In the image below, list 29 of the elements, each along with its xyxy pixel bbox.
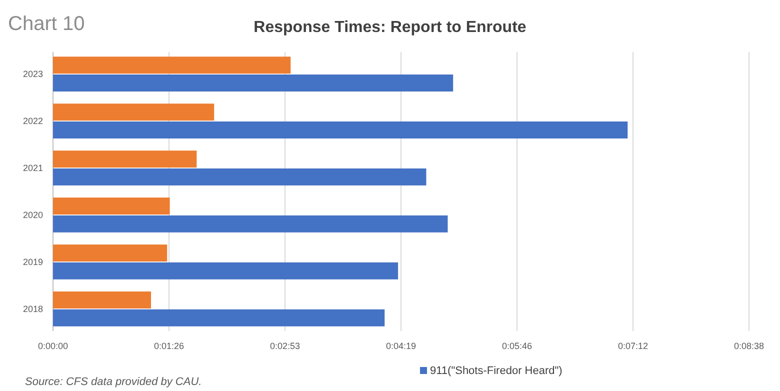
bar: [53, 309, 385, 326]
y-tick-label: 2021: [22, 163, 43, 174]
x-tick-label: 0:05:46: [502, 341, 532, 351]
x-tick-label: 0:07:12: [618, 341, 648, 351]
y-tick-label: 2018: [22, 304, 43, 314]
bar: [53, 198, 170, 215]
bar: [53, 74, 454, 92]
bar: [53, 244, 168, 262]
bar: [53, 104, 214, 121]
x-tick-label: 0:01:26: [154, 341, 184, 351]
x-tick-label: 0:00:00: [38, 341, 68, 351]
x-tick-label: 0:04:19: [386, 341, 416, 351]
bar: [53, 168, 426, 186]
bar: [53, 262, 398, 280]
y-tick-label: 2019: [22, 257, 43, 268]
bar: [53, 56, 291, 74]
bar: [53, 215, 448, 232]
bar: [53, 292, 152, 308]
chart-title: Response Times: Report to Enroute: [254, 19, 526, 36]
y-tick-label: 2020: [22, 210, 43, 220]
y-tick-label: 2023: [22, 69, 43, 80]
bar: [53, 121, 628, 138]
source-note: Source: CFS data provided by CAU.: [25, 376, 202, 388]
legend-label: 911("Shots-Firedor Heard"): [430, 365, 562, 377]
x-tick-label: 0:08:38: [734, 341, 764, 351]
x-tick-label: 0:02:53: [270, 341, 300, 351]
y-tick-label: 2022: [22, 116, 43, 126]
bar: [53, 150, 197, 168]
chart-subtitle: Chart 10: [8, 13, 85, 35]
